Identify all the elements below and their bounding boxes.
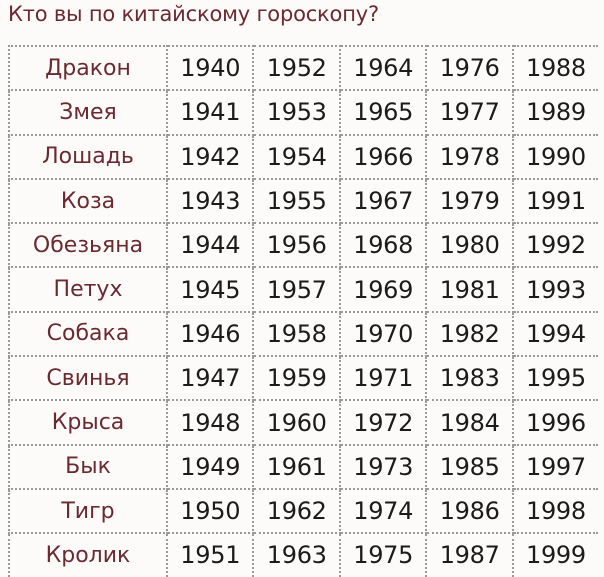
year-cell: 1940 [165, 44, 255, 92]
animal-name: Змея [8, 89, 168, 136]
year-cell: 1970 [338, 310, 428, 358]
year-cell: 1963 [252, 532, 341, 577]
year-cell: 1952 [252, 44, 341, 92]
table-row: Кролик 1951 1963 1975 1987 1999 [8, 532, 598, 577]
animal-name: Дракон [8, 44, 168, 92]
animal-name: Тигр [8, 487, 168, 535]
table-row: Крыса 1948 1960 1972 1984 1996 [8, 399, 598, 446]
year-cell: 1973 [338, 443, 428, 490]
animal-name: Собака [8, 310, 168, 358]
animal-name: Обезьяна [8, 222, 168, 269]
year-cell: 1949 [165, 443, 255, 490]
year-cell: 1964 [338, 44, 428, 92]
animal-name: Петух [8, 266, 168, 313]
table-row: Дракон 1940 1952 1964 1976 1988 [8, 44, 598, 92]
year-cell: 1986 [425, 487, 514, 535]
table-row: Свинья 1947 1959 1971 1983 1995 [8, 355, 598, 402]
year-cell: 1982 [425, 310, 514, 358]
year-cell: 1972 [338, 399, 428, 446]
year-cell: 1957 [252, 266, 341, 313]
year-cell: 1966 [338, 133, 428, 180]
year-cell: 1958 [252, 310, 341, 358]
year-cell: 1974 [338, 487, 428, 535]
year-cell: 1961 [252, 443, 341, 490]
table-row: Обезьяна 1944 1956 1968 1980 1992 [8, 222, 598, 269]
year-cell: 1943 [165, 177, 255, 225]
year-cell: 1994 [511, 310, 598, 358]
year-cell: 1997 [511, 443, 598, 490]
animal-name: Лошадь [8, 133, 168, 180]
year-cell: 1990 [511, 133, 598, 180]
year-cell: 1995 [511, 355, 598, 402]
year-cell: 1946 [165, 310, 255, 358]
table-row: Собака 1946 1958 1970 1982 1994 [8, 310, 598, 358]
table-row: Коза 1943 1955 1967 1979 1991 [8, 177, 598, 225]
year-cell: 1965 [338, 89, 428, 136]
table-row: Лошадь 1942 1954 1966 1978 1990 [8, 133, 598, 180]
table-row: Бык 1949 1961 1973 1985 1997 [8, 443, 598, 490]
year-cell: 1942 [165, 133, 255, 180]
year-cell: 1954 [252, 133, 341, 180]
year-cell: 1988 [511, 44, 598, 92]
year-cell: 1976 [425, 44, 514, 92]
year-cell: 1947 [165, 355, 255, 402]
year-cell: 1984 [425, 399, 514, 446]
year-cell: 1948 [165, 399, 255, 446]
year-cell: 1950 [165, 487, 255, 535]
year-cell: 1945 [165, 266, 255, 313]
year-cell: 1944 [165, 222, 255, 269]
year-cell: 1996 [511, 399, 598, 446]
year-cell: 1971 [338, 355, 428, 402]
animal-name: Свинья [8, 355, 168, 402]
year-cell: 1980 [425, 222, 514, 269]
year-cell: 1941 [165, 89, 255, 136]
animal-name: Крыса [8, 399, 168, 446]
year-cell: 1987 [425, 532, 514, 577]
year-cell: 1975 [338, 532, 428, 577]
table-row: Петух 1945 1957 1969 1981 1993 [8, 266, 598, 313]
year-cell: 1981 [425, 266, 514, 313]
year-cell: 1991 [511, 177, 598, 225]
year-cell: 1978 [425, 133, 514, 180]
year-cell: 1955 [252, 177, 341, 225]
year-cell: 1959 [252, 355, 341, 402]
year-cell: 1969 [338, 266, 428, 313]
year-cell: 1962 [252, 487, 341, 535]
horoscope-table: Дракон 1940 1952 1964 1976 1988 Змея 1941 1953 19… [8, 44, 598, 577]
year-cell: 1956 [252, 222, 341, 269]
animal-name: Кролик [8, 532, 168, 577]
year-cell: 1992 [511, 222, 598, 269]
year-cell: 1977 [425, 89, 514, 136]
table-row: Змея 1941 1953 1965 1977 1989 [8, 89, 598, 136]
table-row: Тигр 1950 1962 1974 1986 1998 [8, 487, 598, 535]
year-cell: 1989 [511, 89, 598, 136]
year-cell: 1968 [338, 222, 428, 269]
year-cell: 1999 [511, 532, 598, 577]
year-cell: 1985 [425, 443, 514, 490]
year-cell: 1967 [338, 177, 428, 225]
animal-name: Коза [8, 177, 168, 225]
animal-name: Бык [8, 443, 168, 490]
year-cell: 1998 [511, 487, 598, 535]
year-cell: 1953 [252, 89, 341, 136]
year-cell: 1993 [511, 266, 598, 313]
page-title: Кто вы по китайскому гороскопу? [8, 2, 379, 26]
year-cell: 1951 [165, 532, 255, 577]
year-cell: 1960 [252, 399, 341, 446]
year-cell: 1983 [425, 355, 514, 402]
year-cell: 1979 [425, 177, 514, 225]
